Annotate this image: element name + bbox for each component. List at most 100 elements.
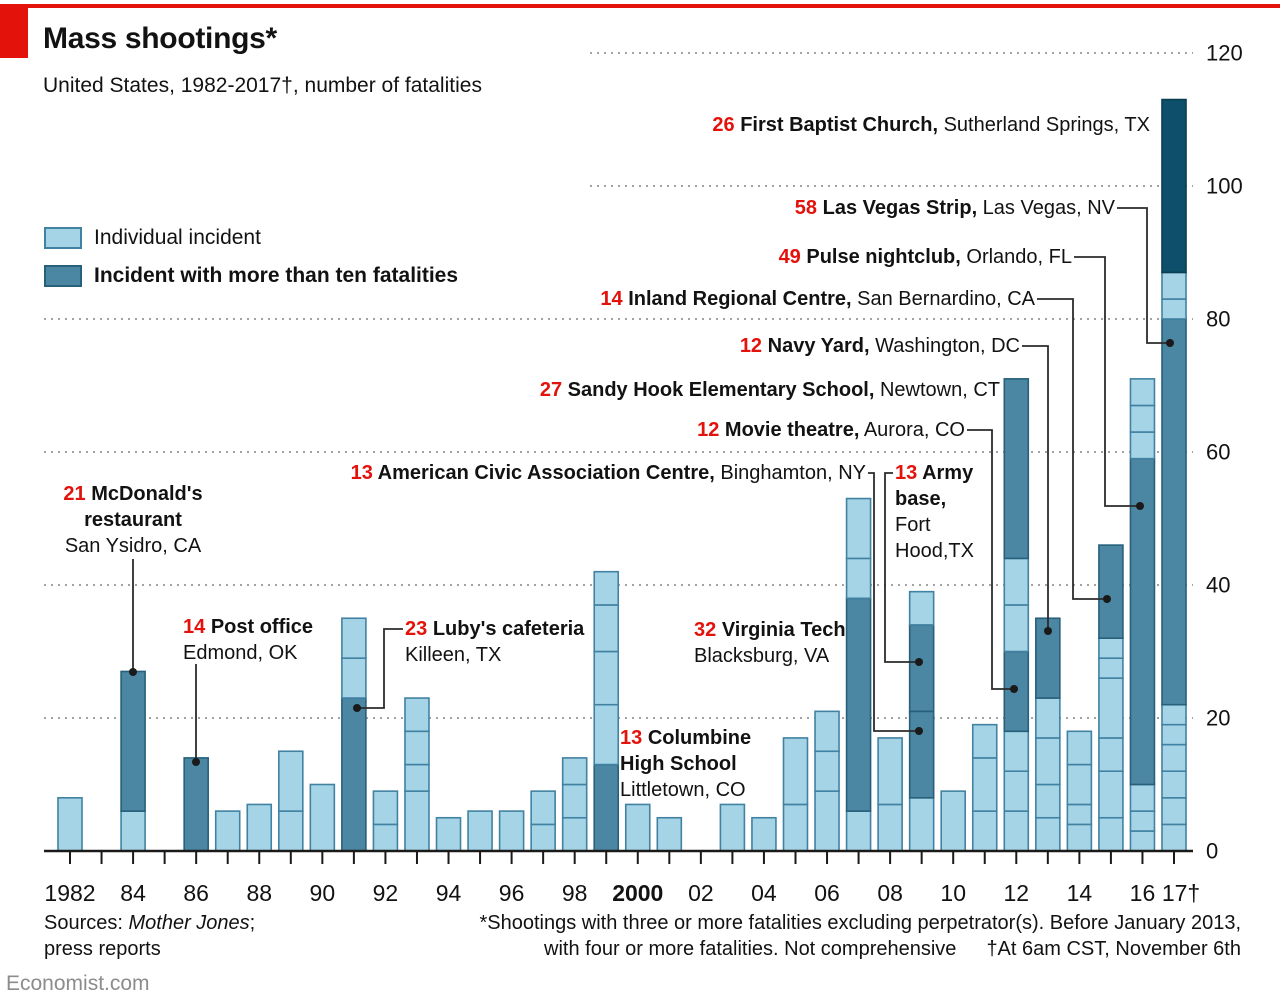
bar-2009-segment-3-individual <box>908 590 935 626</box>
footnote-line1: *Shootings with three or more fatalities… <box>479 912 1241 934</box>
bar-2013-segment-1-individual <box>1035 783 1061 819</box>
bar-2017-segment-8-individual <box>1161 271 1187 300</box>
bar-2011-segment-2-individual <box>971 723 998 759</box>
bar-2017-segment-2-individual <box>1161 770 1187 799</box>
bar-2008-segment-1-individual <box>877 737 903 806</box>
bar-2006-segment-1-individual <box>814 750 840 792</box>
bar-2016-segment-2-individual <box>1129 783 1156 812</box>
bar-1992-segment-1-individual <box>372 790 399 826</box>
sources-line2: press reports <box>44 938 161 960</box>
bar-2015-segment-0-individual <box>1098 816 1124 852</box>
annotation-fort-hood-line-1: 13 Army <box>895 462 974 484</box>
annotation-post-office-line-1: 14 Post office <box>183 616 313 638</box>
bar-2016-segment-4-individual <box>1129 431 1156 460</box>
leader-dot-pulse <box>1136 502 1144 510</box>
x-axis-label-2016: 16 <box>1130 880 1156 906</box>
annotation-binghamton: 13 American Civic Association Centre, Bi… <box>351 462 866 484</box>
bar-2003-segment-0-individual <box>719 803 746 852</box>
bar-1999-segment-1-individual <box>593 703 620 766</box>
bar-2016-segment-6-individual <box>1129 378 1156 407</box>
leader-line-san-bernardino <box>1037 298 1107 600</box>
annotation-virginia-tech-line-2: Blacksburg, VA <box>694 645 830 667</box>
annotation-sutherland: 26 First Baptist Church, Sutherland Spri… <box>712 114 1150 136</box>
bar-2008-segment-0-individual <box>877 803 903 852</box>
x-axis-label-1998: 98 <box>562 880 588 906</box>
bar-2017-segment-5-individual <box>1161 703 1187 726</box>
annotation-post-office-line-2: Edmond, OK <box>183 642 298 664</box>
y-axis-label-80: 80 <box>1206 307 1230 332</box>
x-axis-label-2017: 17† <box>1162 880 1200 906</box>
bar-2005-segment-0-individual <box>782 803 809 852</box>
leader-dot-aurora <box>1010 685 1018 693</box>
bar-2012-segment-1-individual <box>1003 770 1030 812</box>
bar-2015-segment-4-individual <box>1098 657 1124 679</box>
annotation-fort-hood-line-3: Fort <box>895 514 931 536</box>
bar-1991-segment-0-mass <box>341 697 367 852</box>
x-axis-label-1986: 86 <box>183 880 209 906</box>
bar-2017-segment-0-individual <box>1161 823 1187 852</box>
bar-2017-segment-3-individual <box>1161 743 1187 772</box>
leader-dot-navy-yard <box>1044 627 1052 635</box>
bar-1989-segment-1-individual <box>278 750 304 812</box>
annotation-columbine-line-2: High School <box>620 753 737 775</box>
bar-1998-segment-2-individual <box>561 757 588 786</box>
x-axis-label-1982: 1982 <box>44 880 95 906</box>
annotation-sandy-hook: 27 Sandy Hook Elementary School, Newtown… <box>540 379 1000 401</box>
legend-label: Incident with more than ten fatalities <box>94 264 459 287</box>
bar-1993-segment-1-individual <box>404 763 430 792</box>
bar-2015-segment-2-individual <box>1098 737 1124 773</box>
leader-dot-fort-hood <box>915 658 923 666</box>
annotation-columbine-line-3: Littletown, CO <box>620 779 746 801</box>
bar-2009-segment-2-mass <box>908 624 935 713</box>
bar-1986-segment-0-mass <box>183 757 209 852</box>
leader-dot-san-bernardino <box>1103 595 1111 603</box>
leader-dot-mcdonalds <box>129 668 137 676</box>
x-axis-label-1990: 90 <box>310 880 336 906</box>
bar-2017-segment-1-individual <box>1161 796 1187 826</box>
bar-2004-segment-0-individual <box>751 816 777 852</box>
bar-2017-segment-9-mass <box>1161 98 1187 274</box>
bar-2015-segment-3-individual <box>1098 677 1124 739</box>
annotation-pulse: 49 Pulse nightclub, Orlando, FL <box>779 246 1072 268</box>
x-axis-label-2006: 06 <box>814 880 840 906</box>
annotation-mcdonalds-line-2: restaurant <box>84 509 182 531</box>
x-axis-label-1984: 84 <box>120 880 146 906</box>
bar-2013-segment-3-individual <box>1035 697 1061 739</box>
annotation-fort-hood-line-2: base, <box>895 488 946 510</box>
bar-1998-segment-1-individual <box>561 783 588 819</box>
bar-1993-segment-2-individual <box>404 730 430 766</box>
leader-line-aurora <box>967 429 1014 690</box>
bar-1998-segment-0-individual <box>561 816 588 852</box>
bar-2016-segment-1-individual <box>1129 810 1156 832</box>
bar-2012-segment-6-mass <box>1003 378 1030 560</box>
x-axis-label-1992: 92 <box>373 880 399 906</box>
bar-1988-segment-0-individual <box>246 803 273 852</box>
bar-1993-segment-3-individual <box>404 697 430 733</box>
bar-2015-segment-1-individual <box>1098 770 1124 819</box>
bar-2010-segment-0-individual <box>940 790 967 852</box>
bar-2017-segment-6-mass <box>1161 318 1187 706</box>
bar-2017-segment-4-individual <box>1161 723 1187 746</box>
bar-2013-segment-0-individual <box>1035 816 1061 852</box>
bar-2000-segment-0-individual <box>624 803 651 852</box>
bar-2016-segment-5-individual <box>1129 404 1156 433</box>
bar-2011-segment-1-individual <box>971 757 998 812</box>
bar-1994-segment-0-individual <box>435 816 462 852</box>
y-axis-label-0: 0 <box>1206 839 1218 864</box>
legend: Individual incident Incident with more t… <box>44 224 458 300</box>
bar-1999-segment-2-individual <box>593 650 620 706</box>
leader-dot-binghamton <box>915 727 923 735</box>
x-axis-label-2008: 08 <box>877 880 903 906</box>
y-axis-label-20: 20 <box>1206 706 1230 731</box>
y-axis-label-40: 40 <box>1206 573 1230 598</box>
bar-2014-segment-2-individual <box>1066 763 1093 806</box>
sources-publication: Mother Jones <box>128 912 250 934</box>
economist-brand: Economist.com <box>6 972 150 995</box>
economist-red-tab <box>0 4 28 58</box>
annotation-columbine-line-1: 13 Columbine <box>620 727 751 749</box>
leader-dot-post-office <box>192 758 200 766</box>
annotation-virginia-tech-line-1: 32 Virginia Tech <box>694 619 846 641</box>
sources-prefix: Sources: <box>44 912 129 934</box>
leader-line-binghamton <box>868 472 919 732</box>
